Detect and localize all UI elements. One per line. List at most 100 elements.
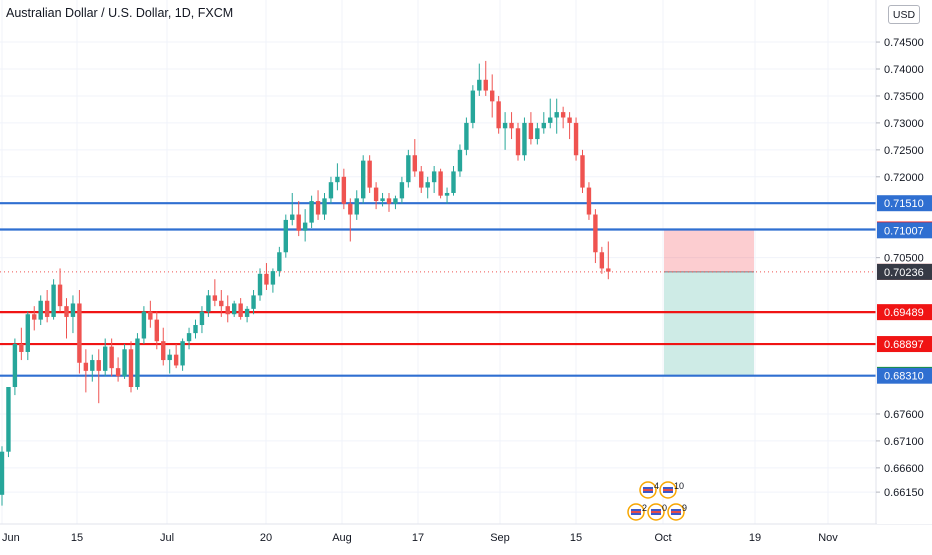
candlestick[interactable] (238, 298, 243, 320)
candlestick[interactable] (167, 349, 172, 374)
candlestick[interactable] (270, 268, 276, 293)
candlestick[interactable] (496, 95, 501, 134)
candlestick[interactable] (232, 300, 237, 317)
candlestick[interactable] (264, 263, 269, 290)
candlestick[interactable] (251, 289, 256, 315)
candlestick[interactable] (554, 98, 559, 134)
candlestick[interactable] (502, 112, 508, 150)
take-profit-zone[interactable] (664, 271, 754, 375)
candlestick[interactable] (122, 343, 127, 379)
candlestick[interactable] (444, 187, 450, 204)
candlestick[interactable] (173, 343, 179, 369)
candlestick[interactable] (115, 357, 121, 382)
candlestick[interactable] (257, 268, 263, 301)
candlestick[interactable] (567, 112, 572, 140)
candlestick[interactable] (535, 122, 540, 145)
candlestick[interactable] (148, 300, 153, 328)
candlestick[interactable] (580, 149, 585, 193)
candlestick[interactable] (64, 298, 69, 339)
candlestick[interactable] (328, 176, 334, 204)
candlestick[interactable] (302, 209, 308, 242)
candlestick[interactable] (128, 341, 134, 393)
candlestick[interactable] (44, 289, 50, 323)
candlestick[interactable] (341, 168, 347, 210)
candlestick[interactable] (573, 117, 579, 161)
currency-button[interactable]: USD (888, 5, 920, 24)
candlestick[interactable] (348, 198, 353, 242)
candlestick[interactable] (19, 327, 24, 361)
event-flag-icon[interactable]: 4 (639, 481, 659, 499)
event-flag-icon[interactable]: 10 (659, 481, 684, 499)
candlestick[interactable] (32, 306, 37, 331)
candlestick[interactable] (180, 338, 185, 371)
candlestick[interactable] (135, 333, 140, 390)
candlestick[interactable] (560, 106, 566, 129)
candlestick[interactable] (509, 112, 514, 140)
candlestick[interactable] (206, 289, 211, 317)
candlestick[interactable] (186, 327, 192, 350)
candlestick[interactable] (541, 112, 546, 134)
candlestick[interactable] (386, 192, 392, 212)
stop-loss-zone[interactable] (664, 229, 754, 272)
candlestick[interactable] (199, 306, 205, 334)
candlestick[interactable] (25, 311, 30, 361)
candlestick[interactable] (96, 349, 101, 404)
candlestick[interactable] (244, 306, 250, 323)
candlestick[interactable] (309, 195, 314, 229)
candlestick[interactable] (161, 327, 166, 366)
candlestick[interactable] (6, 387, 11, 458)
candlestick[interactable] (425, 176, 430, 199)
candlestick[interactable] (354, 190, 359, 220)
candlestick[interactable] (12, 338, 18, 396)
candlestick[interactable] (38, 295, 43, 326)
candlestick[interactable] (483, 60, 488, 96)
candlestick[interactable] (154, 311, 159, 350)
candlestick[interactable] (548, 98, 553, 129)
candlestick[interactable] (277, 246, 282, 277)
candlestick[interactable] (70, 295, 76, 334)
candlestick[interactable] (83, 349, 89, 393)
candlestick[interactable] (464, 117, 469, 156)
event-flag-icon[interactable]: 9 (667, 503, 687, 521)
candlestick[interactable] (322, 192, 327, 220)
candlestick[interactable] (490, 74, 495, 118)
candlestick[interactable] (470, 85, 476, 129)
candlestick[interactable] (406, 149, 411, 188)
event-flag-icon[interactable]: 0 (647, 503, 667, 521)
candlestick[interactable] (315, 190, 321, 220)
candlestick[interactable] (599, 246, 605, 274)
candlestick[interactable] (90, 354, 95, 382)
candlestick[interactable] (606, 241, 611, 280)
candlestick[interactable] (593, 209, 598, 264)
candlestick[interactable] (212, 279, 218, 307)
candlestick[interactable] (515, 122, 521, 161)
candlestick[interactable] (77, 289, 82, 374)
candlestick[interactable] (380, 192, 385, 207)
candlestick[interactable] (219, 289, 224, 317)
candlestick[interactable] (193, 319, 198, 339)
candlestick[interactable] (109, 338, 114, 377)
candlestick[interactable] (0, 446, 5, 506)
candlestick[interactable] (457, 144, 463, 177)
candlestick[interactable] (522, 117, 527, 161)
candlestick[interactable] (141, 306, 147, 344)
candlestick[interactable] (296, 201, 301, 237)
candlestick[interactable] (586, 182, 592, 220)
candlestick[interactable] (367, 155, 372, 193)
candlestick[interactable] (361, 155, 366, 204)
candlestick[interactable] (393, 195, 398, 210)
candlestick[interactable] (431, 166, 437, 193)
candlestick[interactable] (412, 139, 417, 177)
candlestick[interactable] (451, 166, 456, 196)
candlestick[interactable] (477, 63, 482, 96)
candlestick[interactable] (283, 214, 288, 258)
candlestick[interactable] (399, 176, 405, 204)
candlestick[interactable] (373, 182, 379, 210)
candlestick[interactable] (51, 279, 56, 320)
candlestick[interactable] (528, 112, 534, 145)
candlestick[interactable] (335, 163, 340, 191)
candlestick[interactable] (57, 268, 63, 312)
candlestick[interactable] (103, 338, 108, 377)
candlestick[interactable] (419, 166, 424, 193)
